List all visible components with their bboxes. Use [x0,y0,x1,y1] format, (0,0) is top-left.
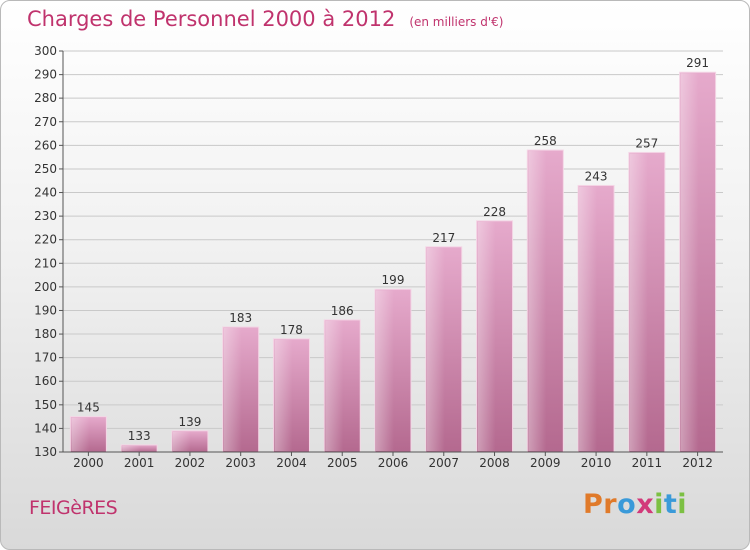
place-name: FEIGèRES [29,497,118,519]
bar-highlight [325,320,344,451]
logo-letter: o [617,489,637,520]
y-tick-label: 200 [34,280,57,294]
x-tick-label: 2007 [428,456,459,470]
bar-highlight [172,431,191,451]
y-tick-label: 170 [34,351,57,365]
logo-letter: i [654,489,664,520]
x-tick-label: 2012 [682,456,713,470]
data-label: 178 [280,323,303,337]
data-label: 258 [534,134,557,148]
axes [59,50,723,456]
y-tick-label: 250 [34,162,57,176]
bars [69,71,717,453]
y-tick-label: 140 [34,421,57,435]
y-tick-label: 270 [34,115,57,129]
data-label: 217 [432,231,455,245]
logo-letter: P [583,489,604,520]
x-tick-label: 2005 [327,456,358,470]
logo-letter: i [677,489,688,520]
data-label: 228 [483,205,506,219]
bar-highlight [426,247,445,451]
y-tick-label: 300 [34,44,57,58]
y-tick-label: 290 [34,68,57,82]
logo-letter: r [603,489,618,520]
logo-letter: t [663,489,678,520]
y-tick-label: 190 [34,303,57,317]
bar-highlight [528,151,547,451]
data-label: 291 [686,56,709,70]
logo-letter: x [636,489,655,520]
y-tick-label: 180 [34,327,57,341]
x-tick-label: 2000 [73,456,104,470]
bar-highlight [579,186,598,451]
y-tick-label: 230 [34,209,57,223]
y-tick-label: 210 [34,256,57,270]
proxiti-logo: Proxiti [583,489,687,520]
x-tick-label: 2004 [276,456,307,470]
y-tick-label: 160 [34,374,57,388]
bar-highlight [223,327,242,451]
y-tick-label: 280 [34,91,57,105]
bar-highlight [122,445,141,451]
data-label: 199 [382,273,405,287]
bar-highlight [274,339,293,451]
x-tick-label: 2002 [175,456,206,470]
x-tick-label: 2011 [632,456,663,470]
x-tick-label: 2006 [378,456,409,470]
data-label: 139 [178,415,201,429]
chart-subtitle: (en milliers d'€) [409,15,504,29]
data-label: 183 [229,311,252,325]
data-label: 257 [635,136,658,150]
y-tick-label: 240 [34,186,57,200]
data-label: 145 [77,401,100,415]
title-text: Charges de Personnel 2000 à 2012 [27,7,396,31]
x-tick-label: 2010 [581,456,612,470]
bar-highlight [629,153,648,451]
y-tick-label: 150 [34,398,57,412]
data-label: 133 [128,429,151,443]
data-label: 186 [331,304,354,318]
data-label: 243 [585,169,608,183]
labels: 130 140 150 160 170 180 190 200 210 220 230 240 250 2… [34,44,713,470]
x-tick-label: 2008 [479,456,510,470]
x-tick-label: 2009 [530,456,561,470]
x-tick-label: 2001 [124,456,155,470]
bar-highlight [71,417,90,451]
bar-highlight [477,221,496,451]
y-tick-label: 130 [34,445,57,459]
y-tick-label: 260 [34,138,57,152]
bar-highlight [680,73,699,452]
bar-highlight [376,290,394,451]
y-tick-label: 220 [34,233,57,247]
chart-title: Charges de Personnel 2000 à 2012 (en mill… [27,7,503,31]
x-tick-label: 2003 [225,456,256,470]
